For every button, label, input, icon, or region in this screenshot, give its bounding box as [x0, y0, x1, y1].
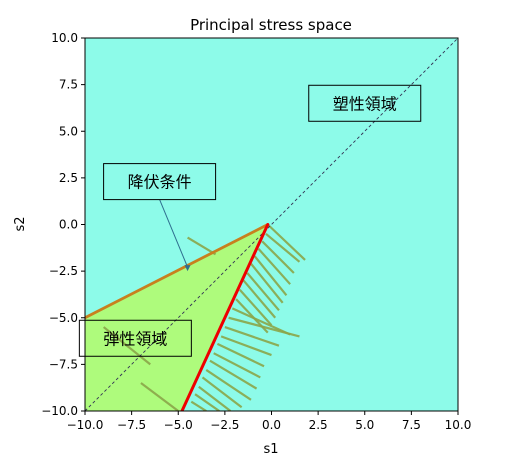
hatch-segment	[253, 255, 288, 297]
hatch-segment	[257, 248, 291, 285]
annotation-box	[308, 84, 422, 122]
y-tick-label: 0.0	[59, 218, 78, 232]
elastic-region	[85, 224, 268, 411]
y-tick-label: 7.5	[59, 78, 78, 92]
y-tick-label: −5.0	[49, 311, 78, 325]
hatch-segment	[102, 326, 151, 366]
hatch-segment	[261, 240, 295, 274]
yield-line	[180, 223, 270, 411]
x-tick-label: 10.0	[445, 418, 472, 432]
hatch-segment	[231, 307, 291, 336]
annotation-arrow	[159, 199, 189, 268]
y-axis-label: s2	[13, 216, 28, 231]
x-tick-label: 5.0	[355, 418, 374, 432]
hatch-segment	[265, 232, 301, 263]
hatch-segment	[228, 316, 300, 338]
x-tick-label: −5.0	[164, 418, 193, 432]
x-tick-label: −7.5	[117, 418, 146, 432]
x-tick-label: 2.5	[309, 418, 328, 432]
hatch-segment	[250, 262, 284, 304]
hatch-segment	[246, 272, 280, 312]
plot-area	[85, 38, 458, 411]
x-tick-label: −2.5	[210, 418, 239, 432]
x-tick-label: 7.5	[402, 418, 421, 432]
hatch-segment	[209, 359, 258, 390]
hatch-segment	[187, 236, 217, 256]
annotation-box	[103, 163, 217, 201]
hatch-group	[102, 223, 306, 411]
y-tick-label: 5.0	[59, 124, 78, 138]
hatch-segment	[205, 369, 252, 401]
y-tick-label: −2.5	[49, 264, 78, 278]
annotation-label: 降伏条件	[128, 173, 192, 192]
annotation-arrowhead	[184, 265, 191, 272]
y-tick-label: 2.5	[59, 171, 78, 185]
x-tick-label: −10.0	[67, 418, 104, 432]
x-axis-label: s1	[263, 442, 278, 457]
y-tick-label: −7.5	[49, 357, 78, 371]
annotation-box	[78, 319, 192, 357]
annotation-label: 塑性領域	[333, 94, 397, 113]
hatch-segment	[198, 385, 232, 411]
yield-lines-group	[85, 38, 458, 411]
hatch-segment	[220, 335, 272, 357]
hatch-segment	[267, 223, 306, 261]
y-tick-label: 10.0	[51, 31, 78, 45]
hatch-segment	[238, 289, 273, 326]
y-tick-label: −10.0	[41, 404, 78, 418]
hatch-segment	[140, 382, 179, 411]
hatch-segment	[216, 342, 265, 368]
hatch-segment	[194, 393, 220, 411]
chart-title: Principal stress space	[190, 16, 352, 34]
hatch-segment	[242, 279, 277, 319]
hatch-segment	[224, 326, 280, 347]
axes-group: −10.0 −7.5 −5.0 −2.5 0.0 2.5 5.0 7.5 10.0 −10.0 −7…	[41, 31, 471, 432]
annotation-label: 弾性領域	[103, 329, 167, 348]
hatch-segment	[213, 352, 261, 379]
yield-line	[85, 223, 270, 320]
hatch-segment	[190, 400, 207, 411]
x-tick-label: 0.0	[262, 418, 281, 432]
hatch-segment	[201, 376, 243, 409]
